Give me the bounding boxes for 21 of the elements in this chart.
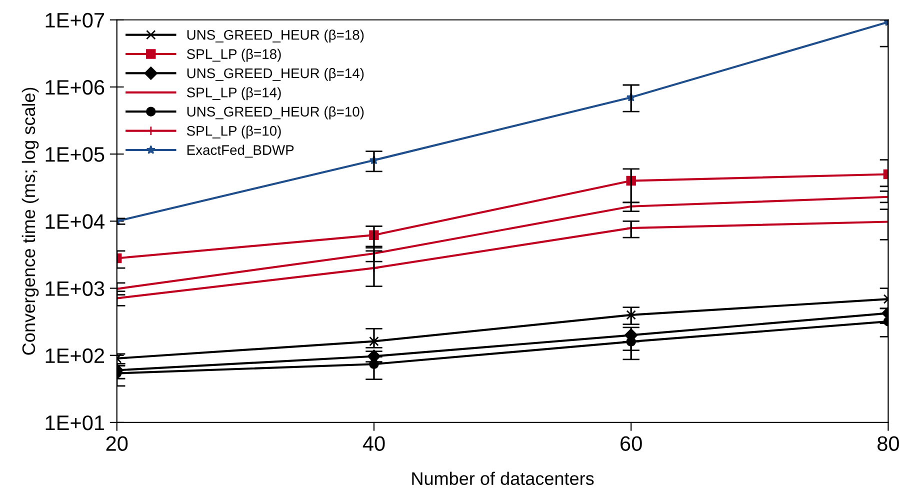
- legend-label: UNS_GREED_HEUR (β=10): [187, 106, 364, 120]
- y-tick-label: 1E+06: [46, 80, 104, 95]
- y-tick-label: 1E+03: [46, 281, 104, 296]
- legend-label: SPL_LP (β=18): [186, 48, 281, 62]
- x-tick-label: 20: [106, 436, 128, 451]
- y-tick-label: 1E+07: [46, 12, 104, 28]
- line-series: [116, 196, 888, 290]
- x-tick-label: 60: [620, 436, 642, 451]
- y-tick-label: 1E+05: [46, 147, 104, 162]
- y-tick-label: 1E+04: [46, 214, 104, 229]
- legend-label: UNS_GREED_HEUR (β=18): [187, 30, 364, 43]
- x-tick-label: 80: [878, 436, 899, 451]
- y-tick-label: 1E+01: [46, 415, 104, 430]
- legend-label: SPL_LP (β=14): [186, 87, 281, 100]
- legend-label: SPL_LP (β=10): [186, 126, 281, 139]
- x-axis-title: Number of datacenters: [412, 472, 594, 485]
- legend-label: UNS_GREED_HEUR (β=14): [187, 68, 364, 81]
- x-tick-label: 40: [362, 436, 385, 451]
- legend-label: ExactFed_BDWP: [187, 144, 294, 158]
- y-axis-title: Convergence time (ms; log scale): [22, 88, 39, 355]
- y-tick-label: 1E+02: [46, 348, 104, 364]
